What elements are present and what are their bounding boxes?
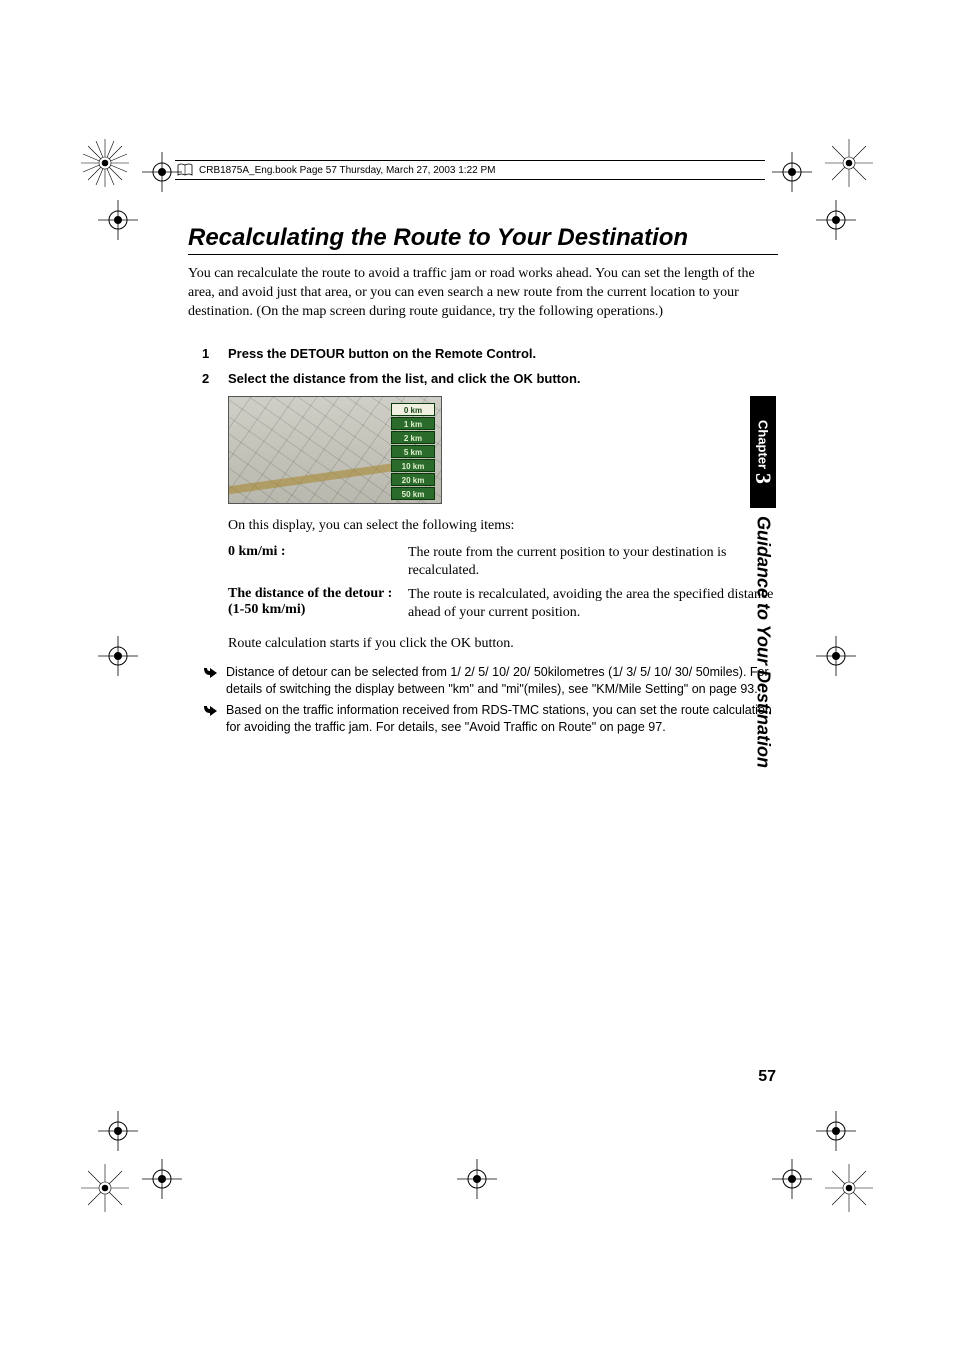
definition-term: 0 km/mi : (228, 544, 408, 580)
intro-paragraph: You can recalculate the route to avoid a… (188, 265, 778, 322)
chapter-label: Chapter (756, 420, 771, 469)
distance-option: 2 km (391, 431, 435, 444)
map-screenshot: 0 km 1 km 2 km 5 km 10 km 20 km 50 km (228, 396, 442, 504)
distance-option: 1 km (391, 417, 435, 430)
step-item: 1 Press the DETOUR button on the Remote … (202, 346, 778, 361)
note-text: Distance of detour can be selected from … (226, 664, 778, 698)
distance-menu: 0 km 1 km 2 km 5 km 10 km 20 km 50 km (391, 403, 435, 500)
crop-mark-icon (772, 1159, 812, 1199)
crop-mark-icon (142, 1159, 182, 1199)
chapter-badge: Chapter 3 (750, 396, 776, 508)
step-number: 2 (202, 371, 212, 386)
print-corner-mark (80, 1163, 130, 1213)
crop-mark-icon (457, 1159, 497, 1199)
chapter-title-vertical: Guidance to Your Destination (750, 508, 776, 768)
print-corner-mark (80, 138, 130, 188)
definition-term: The distance of the detour : (1-50 km/mi… (228, 586, 408, 622)
step-text: Select the distance from the list, and c… (228, 371, 581, 386)
step-text: Press the DETOUR button on the Remote Co… (228, 346, 536, 361)
definition-desc: The route from the current position to y… (408, 544, 778, 580)
crop-mark-icon (98, 1111, 138, 1151)
page-number: 57 (758, 1068, 776, 1086)
distance-option: 0 km (391, 403, 435, 416)
closing-text: Route calculation starts if you click th… (228, 636, 778, 652)
steps-list: 1 Press the DETOUR button on the Remote … (202, 346, 778, 386)
note-text: Based on the traffic information receive… (226, 702, 778, 736)
distance-option: 10 km (391, 459, 435, 472)
section-title: Recalculating the Route to Your Destinat… (188, 224, 778, 255)
sub-caption: On this display, you can select the foll… (228, 518, 778, 534)
crop-mark-icon (98, 636, 138, 676)
distance-option: 50 km (391, 487, 435, 500)
header-text: CRB1875A_Eng.book Page 57 Thursday, Marc… (199, 165, 495, 176)
step-item: 2 Select the distance from the list, and… (202, 371, 778, 386)
distance-option: 5 km (391, 445, 435, 458)
definition-list: 0 km/mi : The route from the current pos… (228, 544, 778, 623)
step-number: 1 (202, 346, 212, 361)
chapter-number: 3 (750, 473, 776, 484)
book-icon (177, 163, 193, 177)
crop-mark-icon (98, 200, 138, 240)
distance-option: 20 km (391, 473, 435, 486)
crop-mark-icon (816, 1111, 856, 1151)
note-arrow-icon (202, 665, 218, 679)
chapter-side-tab: Chapter 3 Guidance to Your Destination (750, 396, 776, 836)
note-item: Based on the traffic information receive… (202, 702, 778, 736)
note-arrow-icon (202, 703, 218, 717)
crop-mark-icon (816, 200, 856, 240)
print-corner-mark (824, 138, 874, 188)
page-content: Recalculating the Route to Your Destinat… (188, 224, 778, 740)
crop-mark-icon (772, 152, 812, 192)
definition-desc: The route is recalculated, avoiding the … (408, 586, 778, 622)
print-header: CRB1875A_Eng.book Page 57 Thursday, Marc… (175, 160, 765, 180)
print-corner-mark (824, 1163, 874, 1213)
definition-row: The distance of the detour : (1-50 km/mi… (228, 586, 778, 622)
definition-row: 0 km/mi : The route from the current pos… (228, 544, 778, 580)
note-item: Distance of detour can be selected from … (202, 664, 778, 698)
crop-mark-icon (816, 636, 856, 676)
